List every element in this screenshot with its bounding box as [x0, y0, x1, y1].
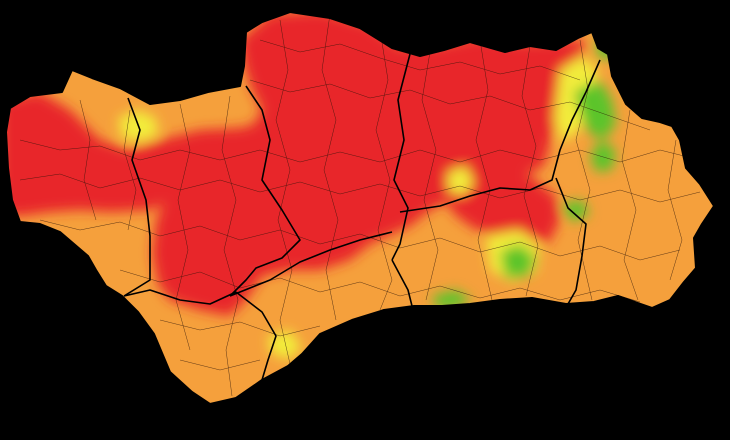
- province-border-cadiz-malaga: [235, 291, 277, 381]
- province-borders: [123, 53, 601, 381]
- province-border-sevilla-cadiz: [123, 289, 237, 305]
- province-border-sevilla-cordoba: [229, 85, 301, 297]
- province-border-malaga-granada: [391, 259, 413, 307]
- moderate-zone-south-west: [268, 330, 302, 360]
- low-zone-segura: [590, 140, 616, 172]
- very-high-zone-east-center: [440, 170, 560, 244]
- province-border-huelva-sevilla: [123, 97, 151, 297]
- very-high-zone-north: [152, 12, 586, 316]
- province-border-cordoba-jaen: [391, 53, 411, 261]
- low-zone-coast-south: [432, 290, 472, 308]
- province-border-sevilla-malaga: [229, 231, 393, 297]
- low-zone-sierra-nevada: [500, 244, 536, 278]
- moderate-zone-north-east: [554, 56, 598, 142]
- province-border-granada-almeria: [555, 177, 587, 305]
- very-high-zone-west: [6, 92, 320, 216]
- andalusia-outline: [5, 11, 715, 405]
- province-border-jaen-granada: [399, 59, 601, 213]
